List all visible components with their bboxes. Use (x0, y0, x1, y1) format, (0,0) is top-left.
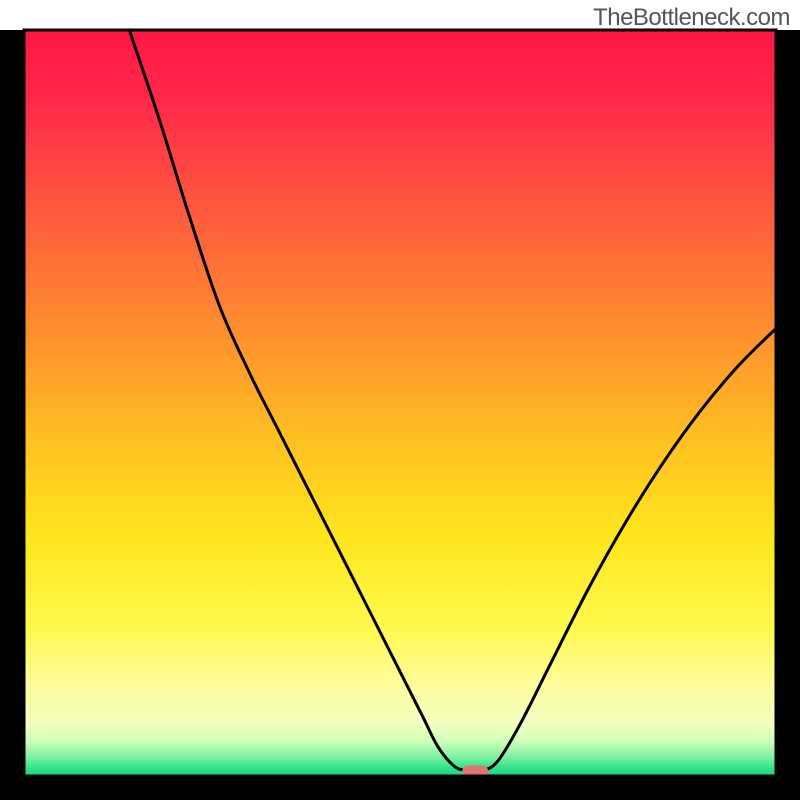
bottleneck-chart (0, 0, 800, 800)
bottom-border-band (0, 776, 800, 800)
chart-container: TheBottleneck.com (0, 0, 800, 800)
watermark-text: TheBottleneck.com (593, 4, 790, 32)
left-border-band (0, 30, 24, 800)
plot-background (24, 30, 776, 776)
right-border-band (776, 30, 800, 800)
